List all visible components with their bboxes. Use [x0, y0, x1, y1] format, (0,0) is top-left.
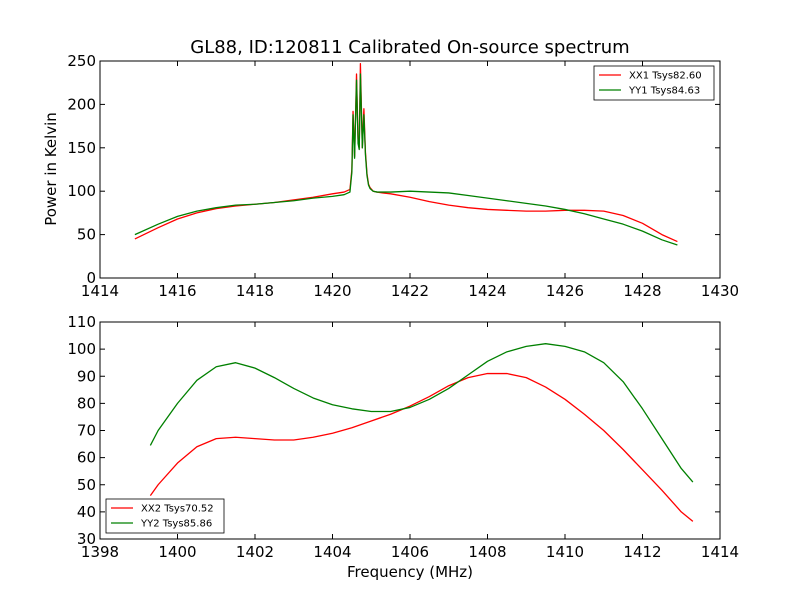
bottom-y-tick-label: 110: [67, 313, 96, 331]
top-y-tick-label: 0: [86, 269, 96, 287]
bottom-series-2-line: [149, 343, 694, 483]
y-axis-label: Power in Kelvin: [42, 112, 60, 226]
top-x-tick-label: 1428: [623, 282, 661, 300]
bottom-y-tick-label: 30: [77, 530, 96, 548]
top-y-tick-label: 250: [67, 52, 96, 70]
bottom-x-tick-label: 1414: [701, 543, 739, 561]
top-y-tick-label: 200: [67, 95, 96, 113]
top-panel: GL88, ID:120811 Calibrated On-source spe…: [42, 37, 739, 300]
bottom-x-tick-label: 1412: [623, 543, 661, 561]
bottom-x-tick-label: 1398: [81, 543, 119, 561]
top-x-tick-label: 1426: [546, 282, 584, 300]
top-x-tick-label: 1422: [391, 282, 429, 300]
bottom-y-tick-label: 50: [77, 476, 96, 494]
top-x-tick-label: 1416: [158, 282, 196, 300]
bottom-series-1-line: [149, 372, 694, 522]
bottom-y-tick-label: 40: [77, 503, 96, 521]
bottom-y-tick-label: 90: [77, 367, 96, 385]
bottom-x-tick-label: 1402: [236, 543, 274, 561]
top-x-tick-label: 1430: [701, 282, 739, 300]
bottom-y-tick-label: 70: [77, 422, 96, 440]
top-y-tick-label: 50: [77, 226, 96, 244]
top-series-2-line: [134, 73, 678, 246]
bottom-y-tick-label: 60: [77, 449, 96, 467]
bottom-y-tick-label: 80: [77, 394, 96, 412]
chart-title: GL88, ID:120811 Calibrated On-source spe…: [190, 37, 629, 58]
x-axis-label: Frequency (MHz): [347, 563, 473, 581]
top-panel-marks: 1414 1416 1418 1420 1422 1424 1426 1428 1430 0 50 1…: [67, 52, 739, 300]
top-x-tick-label: 1418: [236, 282, 274, 300]
top-legend-label-2: YY1 Tsys84.63: [628, 86, 700, 97]
top-x-tick-label: 1414: [81, 282, 119, 300]
bottom-legend-box: [105, 498, 225, 534]
bottom-x-tick-label: 1406: [391, 543, 429, 561]
bottom-panel: 1398 1400 1402 1404 1406 1408 1410 1412 1414 30 40…: [67, 313, 739, 581]
bottom-y-tick-label: 100: [67, 340, 96, 358]
bottom-x-tick-label: 1410: [546, 543, 584, 561]
top-y-tick-label: 100: [67, 182, 96, 200]
bottom-x-tick-label: 1404: [313, 543, 351, 561]
top-x-tick-label: 1424: [468, 282, 506, 300]
bottom-x-tick-label: 1400: [158, 543, 196, 561]
bottom-x-tick-label: 1408: [468, 543, 506, 561]
top-legend-box: [593, 65, 715, 101]
top-x-tick-label: 1420: [313, 282, 351, 300]
bottom-legend-label-1: XX2 Tsys70.52: [141, 504, 214, 515]
top-y-tick-label: 150: [67, 139, 96, 157]
top-legend-label-1: XX1 Tsys82.60: [629, 71, 702, 82]
bottom-panel-marks: 1398 1400 1402 1404 1406 1408 1410 1412 1414 30 40…: [67, 313, 739, 561]
bottom-legend-label-2: YY2 Tsys85.86: [140, 519, 212, 530]
